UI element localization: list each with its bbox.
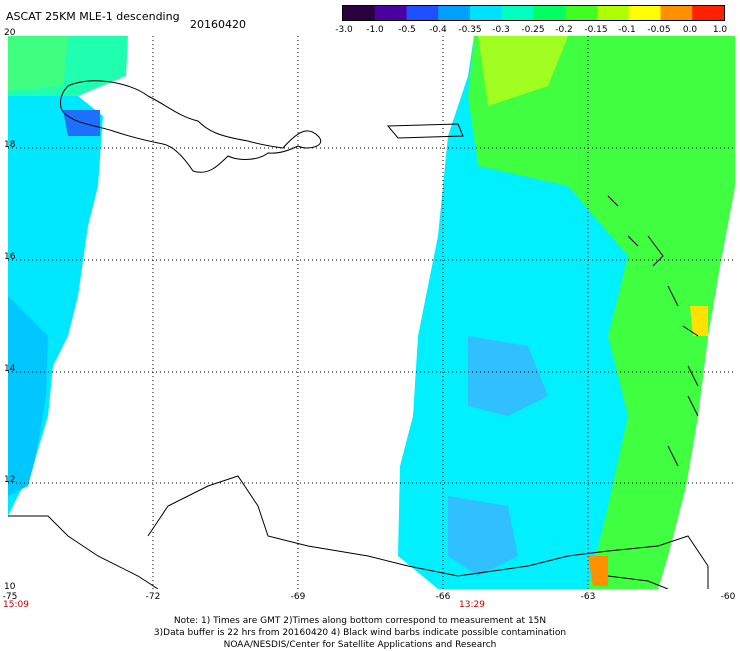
color-scale-segment (596, 6, 630, 20)
footnote: Note: 1) Times are GMT 2)Times along bot… (100, 615, 620, 651)
east-swath-yellowgreen (478, 36, 568, 106)
scale-label: -3.0 (335, 25, 353, 35)
west-swath-green (8, 36, 68, 91)
color-scale-segment (438, 6, 471, 20)
lat-label-18: 18 (4, 140, 16, 150)
map-date: 20160420 (190, 18, 246, 31)
scale-label: -0.15 (584, 25, 608, 35)
color-scale-segment (470, 6, 503, 20)
east-swath-green (468, 36, 735, 589)
color-scale-segment (343, 6, 376, 20)
color-scale-segment (533, 6, 566, 20)
footnote-line-3: NOAA/NESDIS/Center for Satellite Applica… (223, 640, 497, 650)
coast-hispaniola (60, 80, 321, 173)
footnote-line-2: 3)Data buffer is 22 hrs from 20160420 4)… (153, 628, 567, 638)
lon-label-75: -75 (2, 592, 18, 602)
time-label-west: 15:09 (3, 600, 29, 610)
lat-label-10: 10 (4, 582, 16, 592)
color-scale-segment (374, 6, 408, 20)
west-swath-dark (63, 110, 100, 136)
scale-label: -0.05 (647, 25, 671, 35)
color-scale-segment (692, 6, 724, 20)
map-title: ASCAT 25KM MLE-1 descending (6, 10, 180, 23)
grid-lines (8, 36, 735, 589)
east-swath-blue (468, 336, 548, 416)
coast-venezuela (8, 475, 709, 589)
color-scale-labels: -3.0 -1.0 -0.5 -0.4 -0.35 -0.3 -0.25 -0.… (330, 25, 730, 37)
lat-label-20: 20 (4, 28, 16, 38)
east-swath (398, 36, 735, 589)
east-swath-orange (588, 556, 608, 586)
scale-label: -1.0 (366, 25, 384, 35)
lon-label-66: -66 (435, 592, 451, 602)
scale-label: -0.25 (521, 25, 545, 35)
coastlines (8, 80, 709, 589)
scale-label: -0.1 (618, 25, 636, 35)
color-scale-segment (660, 6, 693, 20)
color-scale-segment (501, 6, 534, 20)
scale-label: 1.0 (712, 25, 728, 35)
scale-label: -0.35 (458, 25, 482, 35)
coast-puerto-rico (386, 123, 464, 139)
lon-label-72: -72 (145, 592, 161, 602)
lat-label-14: 14 (4, 364, 16, 374)
lon-label-60: -60 (720, 592, 736, 602)
time-label-east: 13:29 (459, 600, 485, 610)
color-scale-segment (565, 6, 598, 20)
west-swath-low (8, 296, 48, 496)
color-scale-segment (406, 6, 439, 20)
east-swath-yellow (690, 306, 708, 336)
swath-map (8, 36, 735, 589)
scale-label: -0.3 (492, 25, 510, 35)
lat-label-12: 12 (4, 475, 16, 485)
color-scale-bar (342, 5, 725, 21)
scale-label: 0.0 (682, 25, 698, 35)
west-swath (8, 36, 128, 516)
east-swath-blue-south (448, 496, 518, 576)
scale-label: -0.2 (555, 25, 573, 35)
lat-label-16: 16 (4, 252, 16, 262)
lon-label-69: -69 (290, 592, 306, 602)
scale-label: -0.5 (398, 25, 416, 35)
footnote-line-1: Note: 1) Times are GMT 2)Times along bot… (173, 616, 547, 626)
coast-lesser-antilles (607, 195, 699, 467)
lon-label-63: -63 (580, 592, 596, 602)
scale-label: -0.4 (429, 25, 447, 35)
color-scale-segment (628, 6, 662, 20)
